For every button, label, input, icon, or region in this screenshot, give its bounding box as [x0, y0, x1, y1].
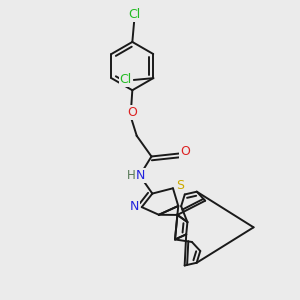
- Text: Cl: Cl: [129, 8, 141, 21]
- Text: N: N: [136, 169, 145, 182]
- Text: S: S: [177, 179, 184, 192]
- Text: H: H: [127, 169, 135, 182]
- Text: O: O: [180, 145, 190, 158]
- Text: O: O: [127, 106, 137, 119]
- Text: N: N: [129, 200, 139, 213]
- Text: Cl: Cl: [120, 74, 132, 86]
